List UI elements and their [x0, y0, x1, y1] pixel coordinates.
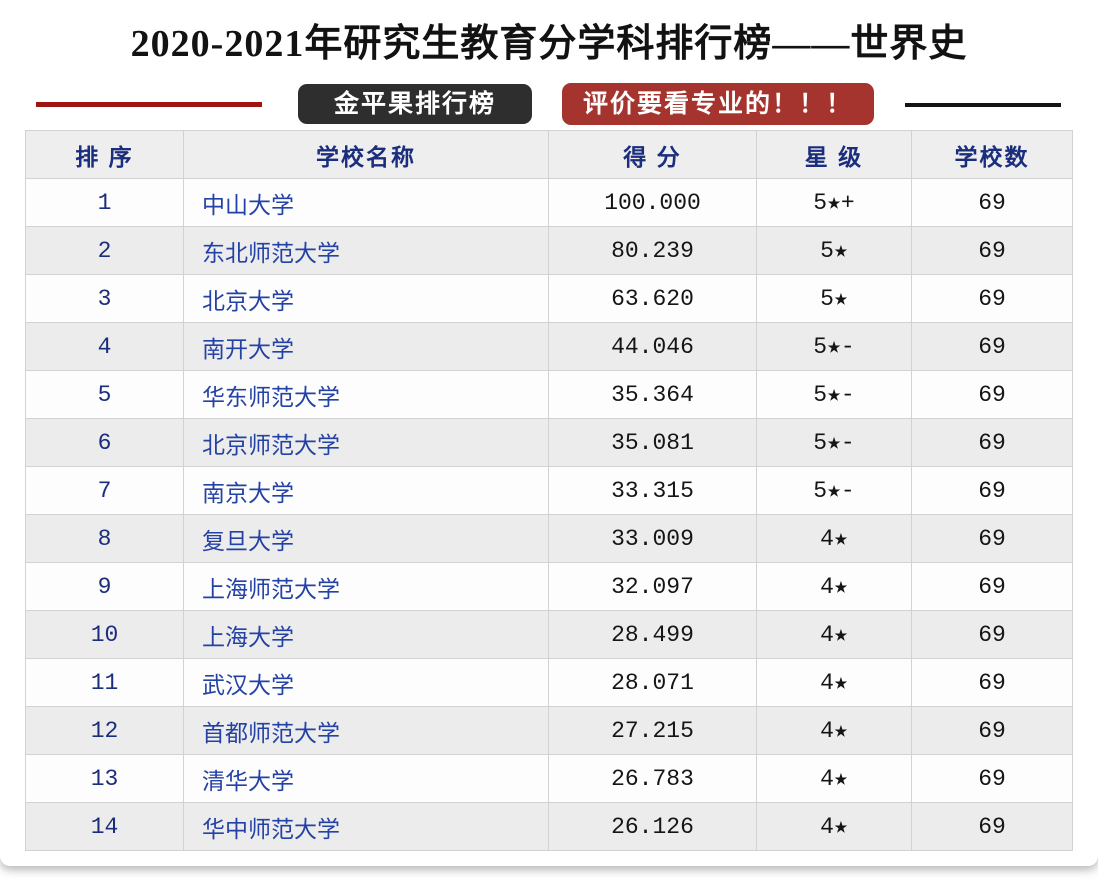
rank-cell: 14 [25, 802, 184, 851]
count-cell: 69 [911, 226, 1073, 275]
school-cell: 清华大学 [183, 754, 549, 803]
score-cell: 63.620 [548, 274, 757, 323]
star-cell: 4★ [756, 562, 912, 611]
count-cell: 69 [911, 466, 1073, 515]
table-row: 4 南开大学 44.046 5★- 69 [25, 322, 1073, 371]
school-cell: 东北师范大学 [183, 226, 549, 275]
rank-cell: 2 [25, 226, 184, 275]
table-row: 14 华中师范大学 26.126 4★ 69 [25, 802, 1073, 851]
rank-cell: 8 [25, 514, 184, 563]
table-row: 7 南京大学 33.315 5★- 69 [25, 466, 1073, 515]
table-row: 6 北京师范大学 35.081 5★- 69 [25, 418, 1073, 467]
table-row: 9 上海师范大学 32.097 4★ 69 [25, 562, 1073, 611]
column-header-score: 得 分 [548, 130, 757, 179]
score-cell: 26.126 [548, 802, 757, 851]
table-row: 12 首都师范大学 27.215 4★ 69 [25, 706, 1073, 755]
count-cell: 69 [911, 322, 1073, 371]
table-row: 3 北京大学 63.620 5★ 69 [25, 274, 1073, 323]
table-row: 8 复旦大学 33.009 4★ 69 [25, 514, 1073, 563]
star-cell: 4★ [756, 658, 912, 707]
table-row: 5 华东师范大学 35.364 5★- 69 [25, 370, 1073, 419]
star-cell: 5★- [756, 466, 912, 515]
ranking-table: 排 序 学校名称 得 分 星 级 学校数 1 中山大学 100.000 5★+ … [25, 130, 1073, 851]
black-divider-line [905, 103, 1061, 107]
school-cell: 上海师范大学 [183, 562, 549, 611]
star-cell: 5★ [756, 274, 912, 323]
star-cell: 4★ [756, 514, 912, 563]
rank-cell: 5 [25, 370, 184, 419]
school-cell: 首都师范大学 [183, 706, 549, 755]
star-cell: 4★ [756, 802, 912, 851]
rank-cell: 7 [25, 466, 184, 515]
school-cell: 南京大学 [183, 466, 549, 515]
table-row: 13 清华大学 26.783 4★ 69 [25, 754, 1073, 803]
score-cell: 28.499 [548, 610, 757, 659]
star-cell: 5★- [756, 322, 912, 371]
table-row: 1 中山大学 100.000 5★+ 69 [25, 178, 1073, 227]
header-row: 排 序 学校名称 得 分 星 级 学校数 [25, 130, 1073, 179]
rank-cell: 13 [25, 754, 184, 803]
red-divider-line [36, 102, 262, 107]
score-cell: 35.081 [548, 418, 757, 467]
score-cell: 44.046 [548, 322, 757, 371]
star-cell: 4★ [756, 610, 912, 659]
score-cell: 35.364 [548, 370, 757, 419]
page-title: 2020-2021年研究生教育分学科排行榜——世界史 [130, 23, 968, 65]
count-cell: 69 [911, 706, 1073, 755]
star-cell: 5★+ [756, 178, 912, 227]
table-row: 10 上海大学 28.499 4★ 69 [25, 610, 1073, 659]
score-cell: 100.000 [548, 178, 757, 227]
school-cell: 上海大学 [183, 610, 549, 659]
score-cell: 26.783 [548, 754, 757, 803]
count-cell: 69 [911, 610, 1073, 659]
rank-cell: 11 [25, 658, 184, 707]
count-cell: 69 [911, 418, 1073, 467]
score-cell: 33.009 [548, 514, 757, 563]
rank-cell: 6 [25, 418, 184, 467]
score-cell: 33.315 [548, 466, 757, 515]
school-cell: 北京师范大学 [183, 418, 549, 467]
table-header: 排 序 学校名称 得 分 星 级 学校数 [25, 130, 1073, 179]
rank-cell: 12 [25, 706, 184, 755]
school-cell: 南开大学 [183, 322, 549, 371]
school-cell: 复旦大学 [183, 514, 549, 563]
score-cell: 28.071 [548, 658, 757, 707]
evaluation-slogan-badge: 评价要看专业的！！！ [562, 83, 874, 125]
column-header-count: 学校数 [911, 130, 1073, 179]
table-row: 2 东北师范大学 80.239 5★ 69 [25, 226, 1073, 275]
school-cell: 中山大学 [183, 178, 549, 227]
count-cell: 69 [911, 514, 1073, 563]
table-row: 11 武汉大学 28.071 4★ 69 [25, 658, 1073, 707]
star-cell: 5★ [756, 226, 912, 275]
star-cell: 4★ [756, 706, 912, 755]
column-header-star: 星 级 [756, 130, 912, 179]
school-cell: 华中师范大学 [183, 802, 549, 851]
count-cell: 69 [911, 754, 1073, 803]
jinpingguo-ranking-badge: 金平果排行榜 [298, 84, 532, 124]
star-cell: 5★- [756, 418, 912, 467]
count-cell: 69 [911, 274, 1073, 323]
score-cell: 80.239 [548, 226, 757, 275]
school-cell: 武汉大学 [183, 658, 549, 707]
column-header-school: 学校名称 [183, 130, 549, 179]
rank-cell: 1 [25, 178, 184, 227]
rank-cell: 3 [25, 274, 184, 323]
count-cell: 69 [911, 178, 1073, 227]
score-cell: 27.215 [548, 706, 757, 755]
star-cell: 4★ [756, 754, 912, 803]
school-cell: 华东师范大学 [183, 370, 549, 419]
school-cell: 北京大学 [183, 274, 549, 323]
star-cell: 5★- [756, 370, 912, 419]
table-body: 1 中山大学 100.000 5★+ 69 2 东北师范大学 80.239 5★… [25, 178, 1073, 851]
count-cell: 69 [911, 658, 1073, 707]
score-cell: 32.097 [548, 562, 757, 611]
count-cell: 69 [911, 562, 1073, 611]
column-header-rank: 排 序 [25, 130, 184, 179]
rank-cell: 4 [25, 322, 184, 371]
rank-cell: 10 [25, 610, 184, 659]
count-cell: 69 [911, 802, 1073, 851]
count-cell: 69 [911, 370, 1073, 419]
rank-cell: 9 [25, 562, 184, 611]
